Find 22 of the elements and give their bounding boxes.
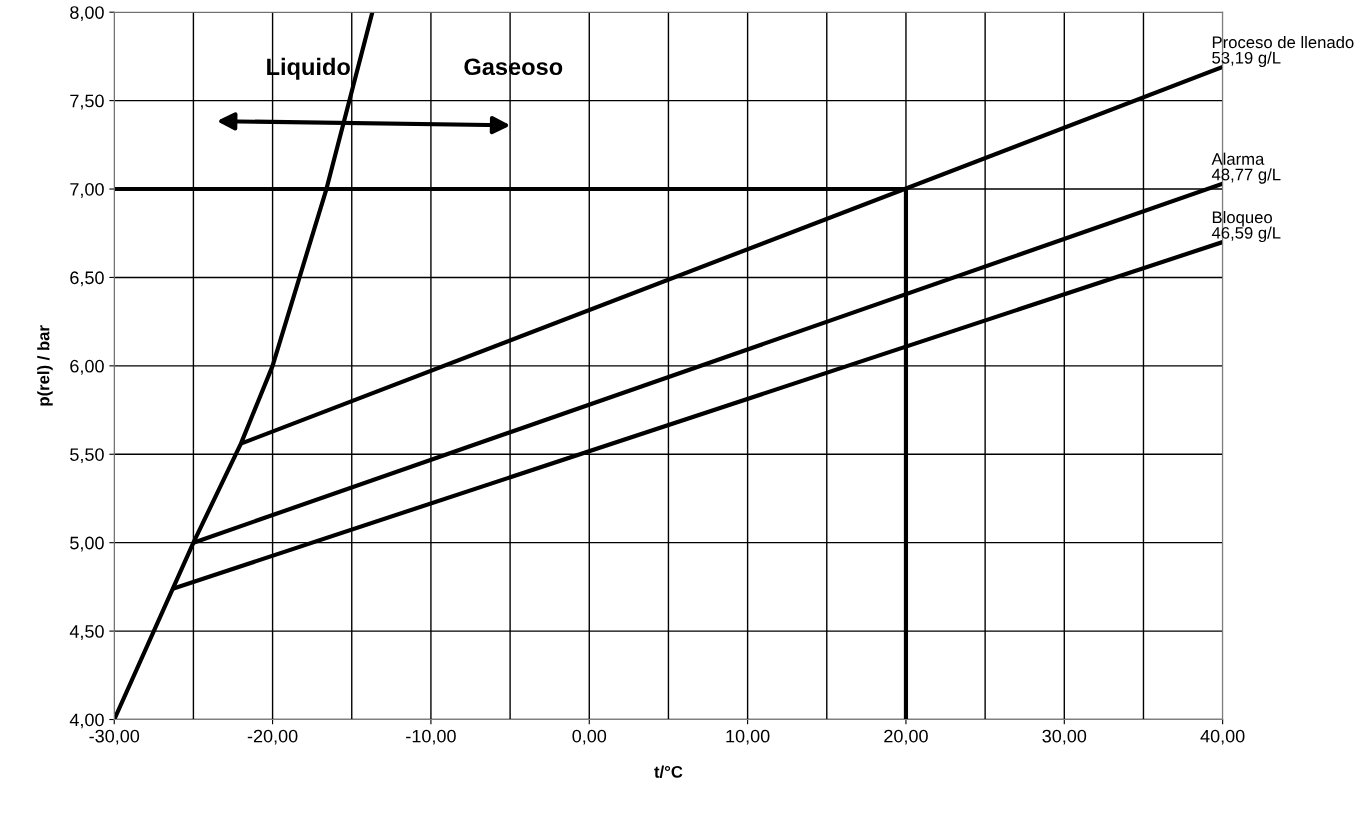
series-label: Alarma 48,77 g/L [1211, 152, 1281, 184]
x-tick-label: 30,00 [1042, 729, 1087, 745]
y-axis-title: p(rel) / bar [37, 325, 53, 406]
y-tick-label: 6,00 [70, 359, 104, 375]
x-tick-label: 40,00 [1200, 729, 1245, 745]
x-tick-label: -10,00 [406, 729, 456, 745]
x-axis-title: t/°C [654, 765, 683, 778]
y-tick-label: 6,50 [70, 271, 104, 287]
x-tick-label: 0,00 [572, 729, 607, 745]
y-tick-label: 5,50 [70, 448, 104, 464]
y-tick-label: 8,00 [70, 6, 104, 22]
x-tick-label: 10,00 [726, 729, 770, 745]
series-label: Bloqueo 46,59 g/L [1211, 211, 1281, 243]
y-tick-label: 7,50 [70, 94, 104, 110]
series-label: Proceso de llenado 53,19 g/L [1212, 35, 1354, 68]
y-tick-label: 7,00 [70, 182, 104, 198]
y-tick-label: 4,50 [69, 625, 104, 640]
y-tick-label: 5,00 [70, 536, 104, 552]
x-tick-label: 20,00 [884, 729, 928, 745]
y-tick-label: 4,00 [69, 713, 104, 729]
x-tick-label: -30,00 [89, 729, 140, 745]
x-tick-label: -20,00 [247, 729, 298, 745]
